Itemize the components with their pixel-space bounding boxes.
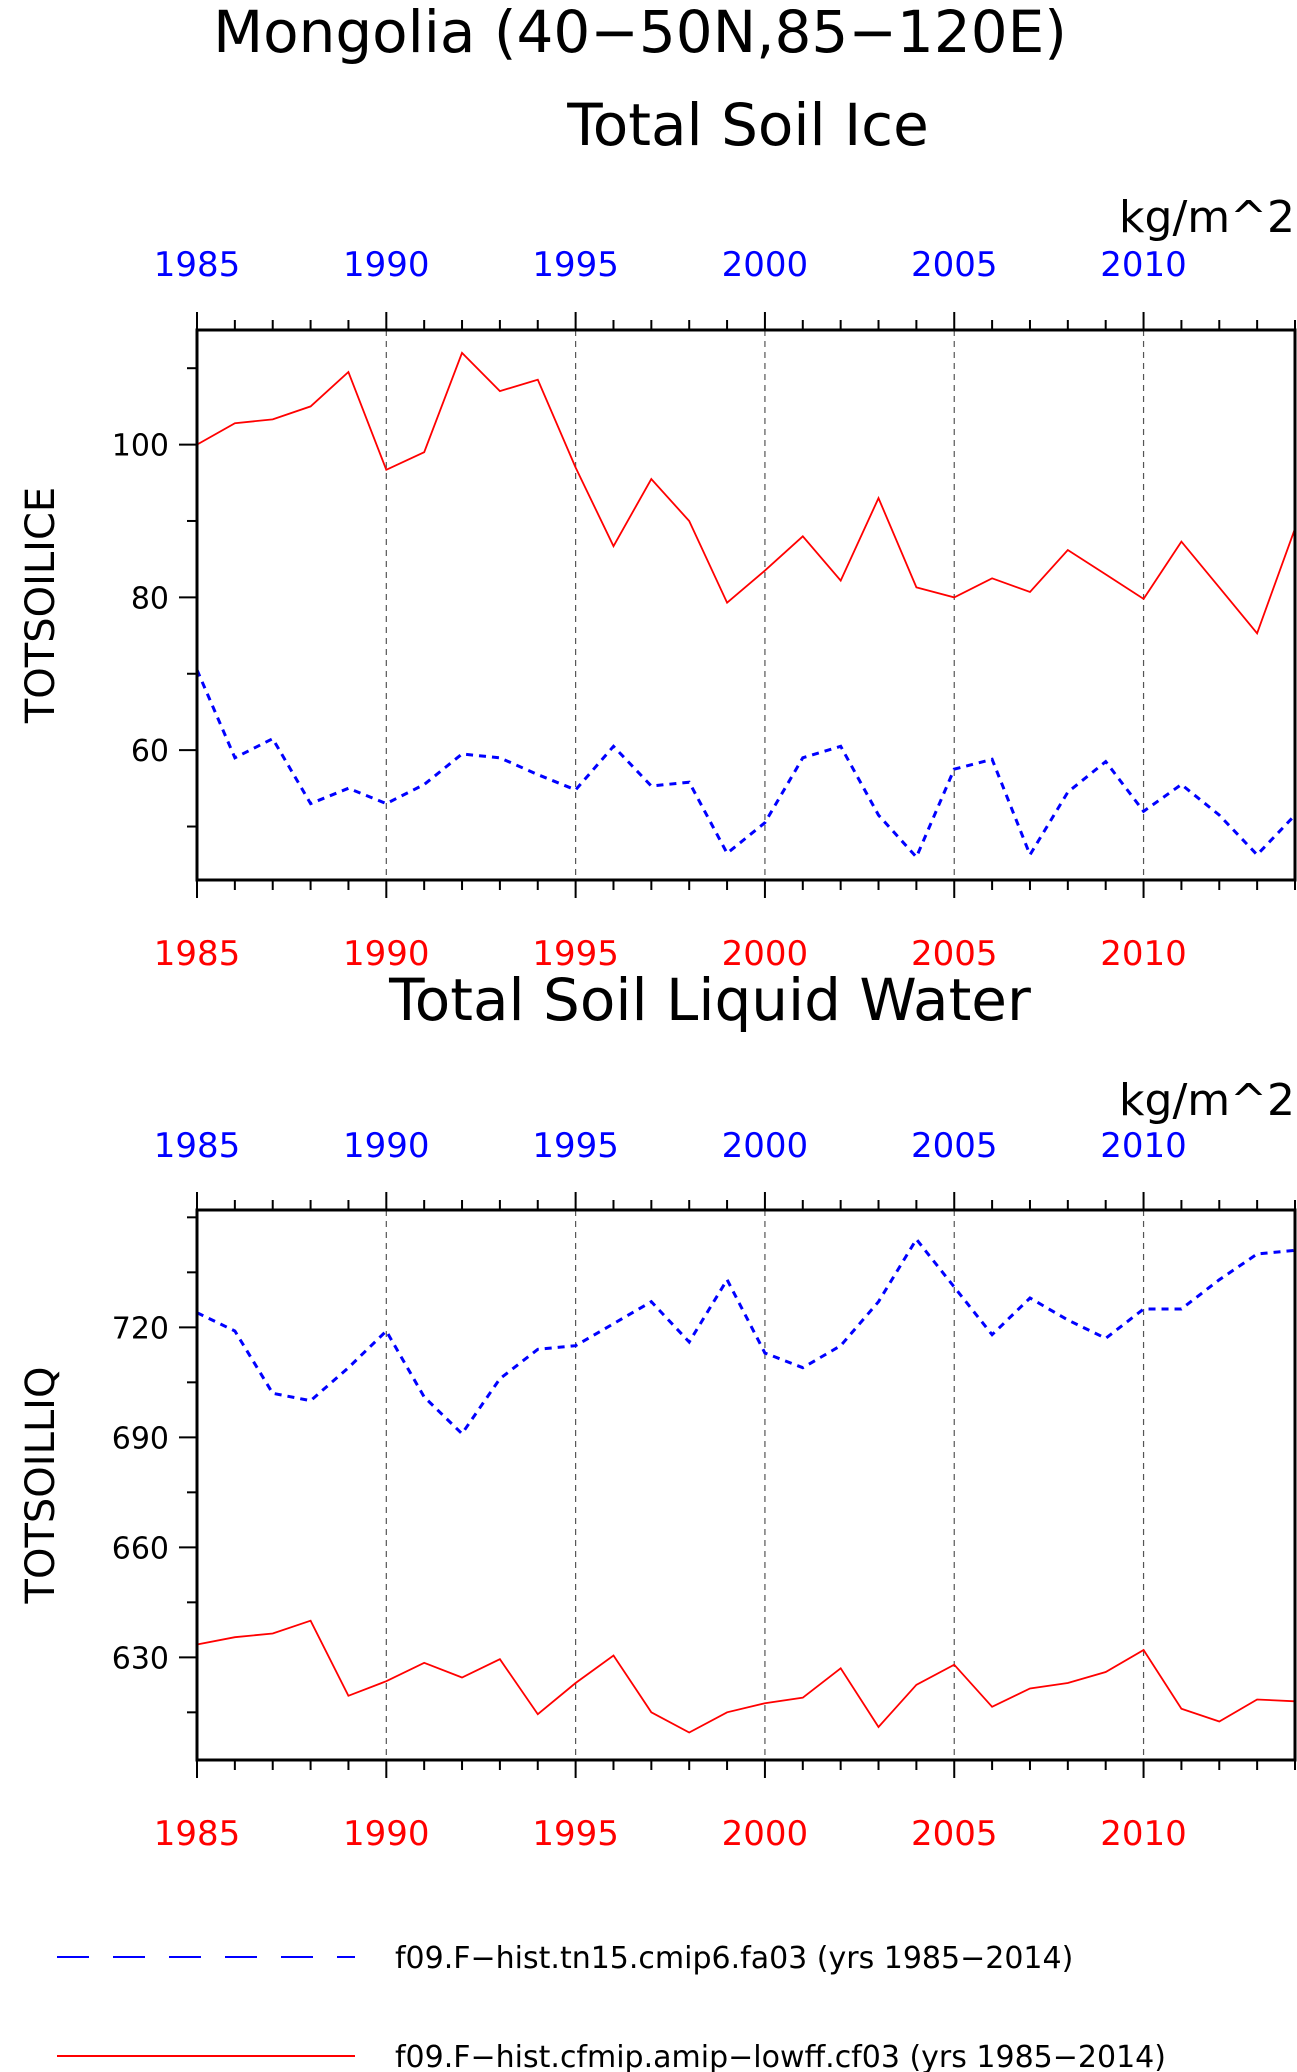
y-tick-label: 80 [131, 581, 169, 616]
x-tick-label-top: 1995 [532, 245, 619, 285]
x-tick-label-bottom: 1985 [154, 934, 241, 974]
x-tick-label-top: 2000 [722, 1126, 809, 1166]
units-label: kg/m^2 [1119, 1075, 1295, 1126]
series-line-red [196, 351, 1296, 636]
panel-1: Total Soil Ice kg/m^2 1985 1985 1990 1990 1995… [18, 91, 1297, 974]
x-tick-label-bottom: 1995 [532, 934, 619, 974]
x-tick-label-bottom: 1985 [154, 1814, 241, 1854]
x-tick-label-top: 2000 [722, 245, 809, 285]
x-tick-label-top: 1985 [154, 1126, 241, 1166]
y-tick-label: 660 [112, 1531, 169, 1566]
main-title: Mongolia (40−50N,85−120E) [213, 0, 1067, 66]
x-tick-label-bottom: 1995 [532, 1814, 619, 1854]
x-tick-label-top: 1990 [343, 245, 430, 285]
x-tick-label-bottom: 1990 [343, 934, 430, 974]
x-tick-label-bottom: 2010 [1100, 1814, 1187, 1854]
y-axis-label: TOTSOILICE [18, 487, 64, 724]
x-tick-label-bottom: 2010 [1100, 934, 1187, 974]
legend-label-2: f09.F−hist.cfmip.amip−lowff.cf03 (yrs 19… [395, 2040, 1166, 2072]
y-axis-label: TOTSOILLIQ [18, 1367, 64, 1605]
x-tick-label-top: 2005 [911, 1126, 998, 1166]
x-tick-label-bottom: 2000 [722, 934, 809, 974]
x-tick-label-top: 1995 [532, 1126, 619, 1166]
legend-label-1: f09.F−hist.tn15.cmip6.fa03 (yrs 1985−201… [395, 1941, 1073, 1976]
plot-frame [195, 328, 1297, 882]
plot-frame [195, 1208, 1297, 1762]
x-tick-label-top: 2010 [1100, 1126, 1187, 1166]
x-tick-label-bottom: 2000 [722, 1814, 809, 1854]
x-tick-label-top: 2010 [1100, 245, 1187, 285]
panel-2: Total Soil Liquid Water kg/m^2 1985 1985 199… [18, 966, 1297, 1854]
x-tick-label-top: 2005 [911, 245, 998, 285]
series-line-blue [196, 1236, 1296, 1437]
x-tick-label-bottom: 1990 [343, 1814, 430, 1854]
y-tick-label: 690 [112, 1421, 169, 1456]
x-tick-label-top: 1990 [343, 1126, 430, 1166]
x-tick-label-top: 1985 [154, 245, 241, 285]
legend: f09.F−hist.tn15.cmip6.fa03 (yrs 1985−201… [57, 1941, 1166, 2072]
panel-title: Total Soil Ice [566, 91, 929, 159]
chart-panels: Total Soil Ice kg/m^2 1985 1985 1990 1990 1995… [18, 91, 1297, 1854]
y-tick-label: 720 [112, 1311, 169, 1346]
x-tick-label-bottom: 2005 [911, 934, 998, 974]
series-line-blue [195, 669, 1297, 860]
y-tick-label: 100 [112, 429, 169, 464]
series-line-red [196, 1619, 1296, 1734]
x-tick-label-bottom: 2005 [911, 1814, 998, 1854]
y-tick-label: 60 [131, 734, 169, 769]
panel-title: Total Soil Liquid Water [388, 966, 1031, 1034]
units-label: kg/m^2 [1119, 192, 1295, 243]
y-tick-label: 630 [112, 1641, 169, 1676]
